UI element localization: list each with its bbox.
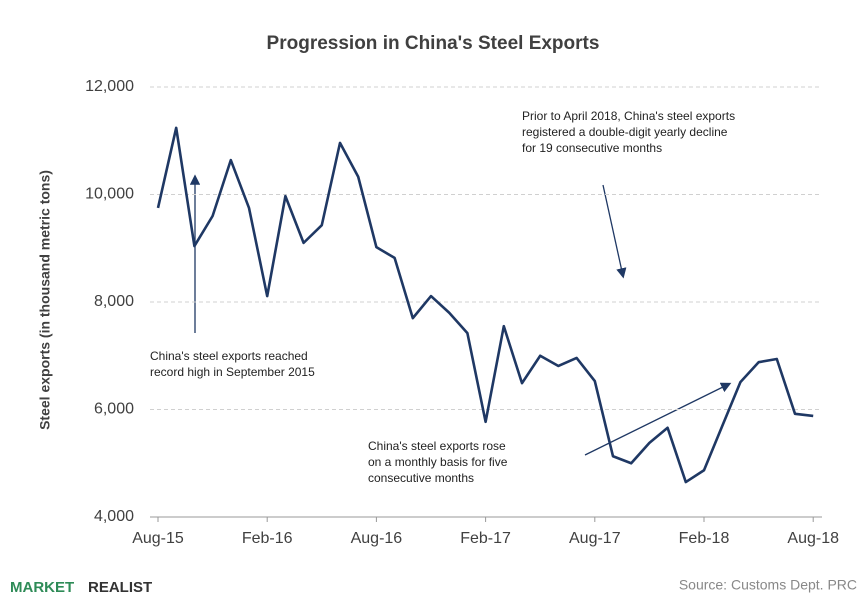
annotation: record high in September 2015 bbox=[150, 365, 315, 379]
annotation: Prior to April 2018, China's steel expor… bbox=[522, 109, 735, 123]
brand: MARKET bbox=[10, 579, 74, 596]
annotation: China's steel exports rose bbox=[368, 439, 506, 453]
x-tick-label: Aug-17 bbox=[569, 530, 621, 547]
annotation-arrow bbox=[584, 382, 732, 456]
annotation-arrow bbox=[602, 184, 627, 279]
chart-title: Progression in China's Steel Exports bbox=[267, 33, 600, 54]
source: Source: Customs Dept. PRC bbox=[679, 577, 857, 593]
annotation: for 19 consecutive months bbox=[522, 141, 662, 155]
x-tick-label: Feb-17 bbox=[460, 530, 511, 547]
y-tick-label: 10,000 bbox=[85, 186, 134, 203]
y-tick-label: 4,000 bbox=[94, 508, 134, 525]
x-tick-label: Aug-15 bbox=[132, 530, 184, 547]
annotation: on a monthly basis for five bbox=[368, 455, 508, 469]
y-tick-label: 6,000 bbox=[94, 401, 134, 418]
series-line bbox=[156, 126, 814, 484]
x-tick-label: Aug-16 bbox=[351, 530, 403, 547]
x-tick-label: Feb-16 bbox=[242, 530, 293, 547]
x-tick-label: Feb-18 bbox=[679, 530, 730, 547]
brand: REALIST bbox=[88, 579, 152, 596]
y-tick-label: 12,000 bbox=[85, 78, 134, 95]
x-tick-label: Aug-18 bbox=[787, 530, 839, 547]
y-axis-label: Steel exports (in thousand metric tons) bbox=[37, 170, 53, 430]
annotation: China's steel exports reached bbox=[150, 349, 308, 363]
annotation: consecutive months bbox=[368, 471, 474, 485]
y-tick-label: 8,000 bbox=[94, 293, 134, 310]
annotation: registered a double-digit yearly decline bbox=[522, 125, 728, 139]
